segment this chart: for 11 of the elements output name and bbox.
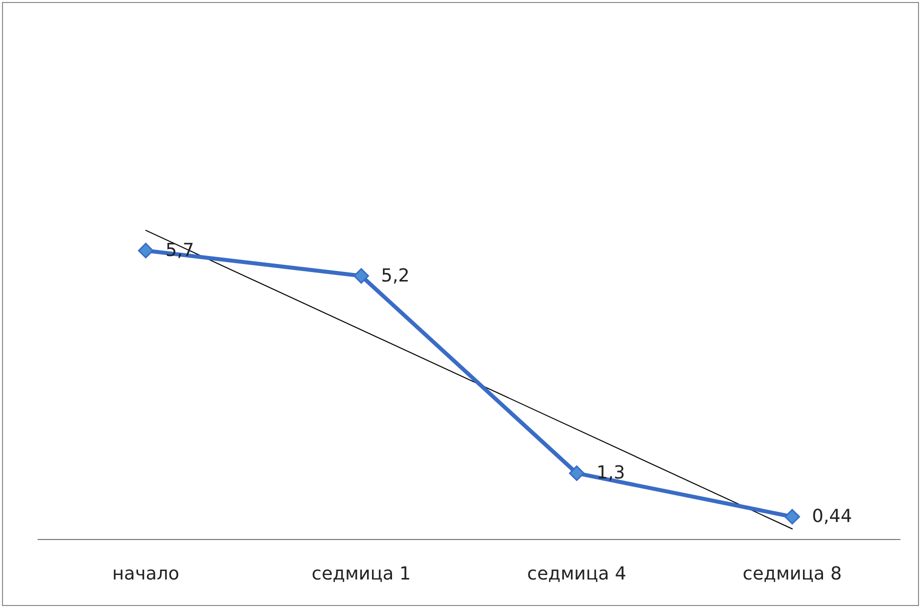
data-label: 5,2 [381, 265, 410, 286]
data-label: 1,3 [596, 462, 626, 484]
point [569, 465, 584, 481]
x-tick-label: начало [112, 564, 180, 584]
data-label: 0,44 [812, 506, 852, 528]
x-tick-label: седмица 8 [742, 564, 842, 584]
point [784, 508, 800, 524]
point [354, 268, 369, 284]
x-tick-label: седмица 1 [312, 564, 411, 584]
point [138, 242, 154, 258]
x-tick-label: седмица 4 [527, 564, 626, 584]
